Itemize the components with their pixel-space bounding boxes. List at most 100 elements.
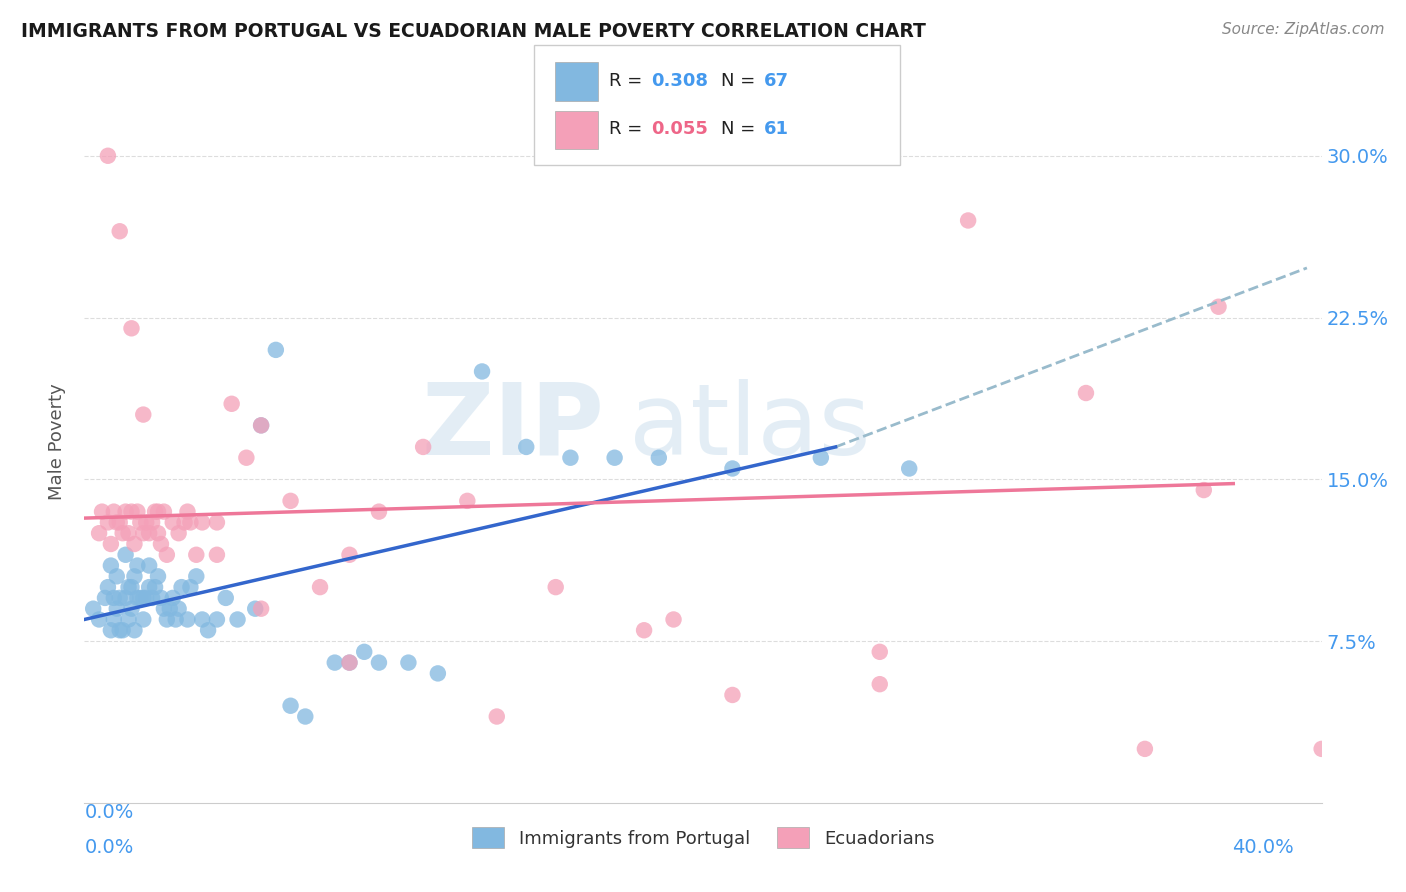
Point (114, 505, 136, 519)
Point (100, 537, 122, 551)
Point (146, 526, 169, 541)
Point (135, 516, 157, 530)
Text: atlas: atlas (628, 378, 870, 475)
Point (250, 601, 273, 615)
Point (869, 645, 891, 659)
Point (105, 569, 128, 583)
Point (141, 591, 163, 605)
Point (245, 601, 267, 615)
Point (368, 505, 391, 519)
Point (117, 580, 139, 594)
Point (132, 612, 155, 626)
Point (264, 343, 287, 357)
Text: 0.0%: 0.0% (84, 838, 134, 856)
Point (146, 569, 169, 583)
Point (129, 516, 152, 530)
Point (368, 656, 391, 670)
Point (898, 461, 921, 475)
Point (179, 580, 201, 594)
Point (121, 601, 143, 615)
Point (153, 505, 176, 519)
Point (456, 493, 478, 508)
Point (149, 537, 172, 551)
Point (138, 526, 160, 541)
Point (97, 149, 120, 163)
Point (323, 656, 346, 670)
Point (810, 450, 832, 465)
Point (339, 548, 361, 562)
Point (127, 558, 149, 573)
Point (353, 645, 375, 659)
Point (869, 677, 891, 691)
Point (1310, 742, 1333, 756)
Text: 0.055: 0.055 (651, 120, 707, 138)
Point (111, 624, 134, 638)
Point (560, 450, 582, 465)
Text: 61: 61 (763, 120, 789, 138)
Point (396, 656, 419, 670)
Point (162, 591, 184, 605)
Point (141, 516, 163, 530)
Point (294, 709, 316, 723)
Point (544, 580, 567, 594)
Point (170, 580, 193, 594)
Point (117, 526, 139, 541)
Point (105, 516, 128, 530)
Point (191, 516, 214, 530)
Point (100, 624, 122, 638)
Point (339, 656, 361, 670)
Point (662, 612, 685, 626)
Point (156, 612, 179, 626)
Text: R =: R = (609, 120, 648, 138)
Point (167, 601, 190, 615)
Point (176, 612, 198, 626)
Point (87, 526, 110, 541)
Point (111, 526, 134, 541)
Point (121, 580, 143, 594)
Point (721, 461, 744, 475)
Point (205, 516, 228, 530)
Point (215, 591, 238, 605)
Point (186, 548, 208, 562)
Point (226, 612, 249, 626)
Point (179, 516, 201, 530)
Point (117, 612, 139, 626)
Point (138, 580, 160, 594)
Point (1074, 386, 1097, 401)
Point (162, 516, 184, 530)
Point (138, 558, 160, 573)
Text: R =: R = (609, 72, 648, 90)
Text: N =: N = (721, 120, 761, 138)
Point (205, 548, 228, 562)
Point (129, 591, 152, 605)
Point (103, 612, 125, 626)
Text: 67: 67 (763, 72, 789, 90)
Point (153, 601, 176, 615)
Point (165, 612, 187, 626)
Point (957, 213, 980, 227)
Point (426, 666, 449, 681)
Point (471, 364, 494, 378)
Point (186, 569, 208, 583)
Point (132, 408, 155, 422)
Point (159, 601, 181, 615)
Point (250, 418, 273, 433)
Text: Source: ZipAtlas.com: Source: ZipAtlas.com (1222, 22, 1385, 37)
Point (633, 624, 655, 638)
Point (1192, 483, 1215, 497)
Point (103, 591, 125, 605)
Point (515, 440, 537, 454)
Point (108, 516, 131, 530)
Point (91, 505, 114, 519)
Point (648, 450, 671, 465)
Point (156, 548, 179, 562)
Point (97, 580, 120, 594)
Point (132, 591, 155, 605)
Text: 0.0%: 0.0% (84, 803, 134, 822)
Point (124, 537, 146, 551)
Point (235, 450, 257, 465)
Point (309, 580, 332, 594)
Point (87, 612, 110, 626)
Point (173, 516, 195, 530)
Point (221, 397, 243, 411)
